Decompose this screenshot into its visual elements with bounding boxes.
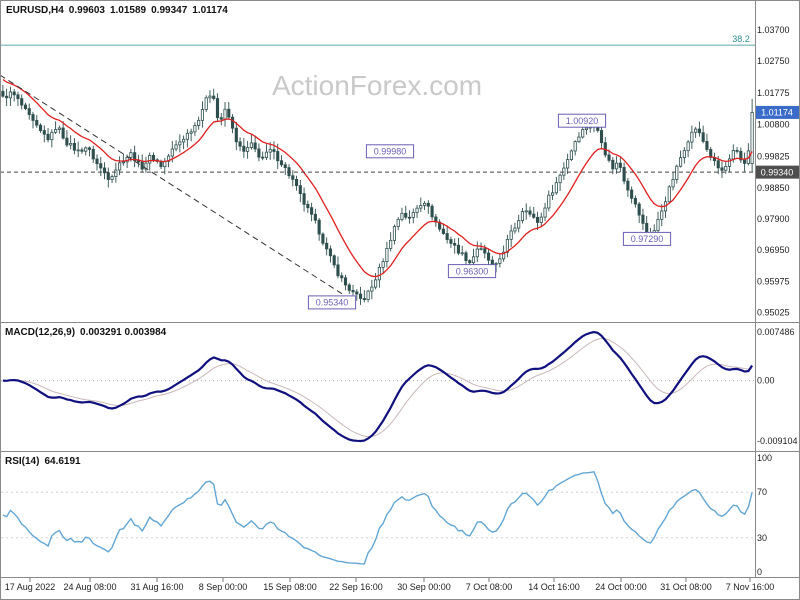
time-axis-label: 14 Oct 16:00 (528, 582, 580, 592)
svg-text:0.99980: 0.99980 (374, 146, 407, 156)
level-lines: 38.2 (0, 34, 755, 301)
price-axis: 1.03700 1.02750 1.01775 1.00800 0.99825 0.988… (755, 25, 800, 318)
price-axis-label: 0.98850 (757, 183, 790, 193)
svg-text:0.97290: 0.97290 (631, 234, 664, 244)
rsi-axis-label: 30 (757, 533, 767, 543)
svg-text:0.99340: 0.99340 (761, 167, 794, 177)
rsi-panel: 100 70 30 0 (1, 453, 772, 577)
candlestick-series (1, 84, 754, 305)
time-axis-label: 7 Oct 08:00 (466, 582, 513, 592)
rsi-name: RSI(14) (5, 456, 40, 467)
macd-name: MACD(12,26,9) (5, 327, 76, 338)
high-value: 1.01589 (109, 5, 147, 16)
rsi-value: 64.6191 (44, 456, 81, 467)
time-axis-label: 15 Sep 08:00 (263, 582, 317, 592)
price-axis-label: 1.00800 (757, 120, 790, 130)
price-axis-label: 1.03700 (757, 25, 790, 35)
svg-text:1.01174: 1.01174 (761, 108, 793, 118)
price-tag-box (307, 295, 357, 310)
moving-average-line (2, 78, 753, 278)
rsi-line (2, 471, 753, 565)
price-tag-box (447, 264, 497, 279)
time-axis-label: 31 Aug 16:00 (130, 582, 183, 592)
time-axis-label: 22 Sep 16:00 (329, 582, 383, 592)
macd-panel: 0.007486 0.00 -0.009104 (1, 327, 798, 446)
fib-382-label: 38.2 (732, 34, 750, 44)
price-tag-box (557, 113, 607, 128)
open-value: 0.99603 (68, 5, 105, 16)
price-tag-box (365, 144, 415, 159)
svg-text:0.96300: 0.96300 (456, 266, 489, 276)
price-axis-label: 1.01775 (757, 88, 790, 98)
rsi-axis-label: 70 (757, 487, 767, 497)
price-axis-label: 1.02750 (757, 56, 790, 66)
price-axis-label: 0.95025 (757, 308, 790, 318)
time-axis-label: 8 Sep 00:00 (199, 582, 248, 592)
price-axis-label: 0.95975 (757, 277, 790, 287)
macd-axis-max: 0.007486 (757, 327, 795, 337)
close-value: 1.01174 (192, 5, 228, 16)
macd-values: 0.003291 0.003984 (80, 327, 167, 338)
svg-text:0.95340: 0.95340 (316, 298, 349, 308)
macd-indicator-label: MACD(12,26,9) 0.003291 0.003984 (5, 327, 171, 338)
rsi-indicator-label: RSI(14) 64.6191 (5, 456, 86, 467)
time-axis-label: 17 Aug 2022 (5, 582, 56, 592)
time-axis-label: 24 Aug 08:00 (63, 582, 116, 592)
time-axis-label: 7 Nov 16:00 (726, 582, 775, 592)
chart-ohlc-header: EURUSD,H4 0.99603 1.01589 0.99347 1.01174 (6, 5, 233, 16)
symbol-label: EURUSD,H4 (6, 5, 64, 16)
close-price-axis-box (755, 165, 800, 179)
rsi-axis-label: 100 (757, 453, 772, 463)
macd-axis-min: -0.009104 (757, 436, 798, 446)
svg-text:1.00920: 1.00920 (566, 116, 599, 126)
low-value: 0.99347 (151, 5, 188, 16)
current-price-axis-box (755, 105, 800, 119)
macd-axis-zero: 0.00 (757, 376, 775, 386)
price-axis-label: 0.97900 (757, 214, 790, 224)
time-axis-label: 30 Sep 00:00 (397, 582, 451, 592)
macd-signal-line (2, 337, 753, 438)
price-tag-box (622, 231, 672, 246)
time-axis-label: 31 Oct 08:00 (660, 582, 712, 592)
price-axis-label: 0.99825 (757, 151, 790, 161)
time-axis: 17 Aug 2022 24 Aug 08:00 31 Aug 16:00 8 Sep… (5, 577, 775, 592)
time-axis-label: 24 Oct 00:00 (595, 582, 647, 592)
watermark: ActionForex.com (271, 70, 483, 101)
price-annotations: 0.99980 1.00920 0.96300 0.95340 0.97290 (307, 113, 672, 310)
rsi-axis-label: 0 (757, 567, 762, 577)
macd-main-line (2, 330, 754, 443)
price-axis-label: 0.96950 (757, 245, 790, 255)
